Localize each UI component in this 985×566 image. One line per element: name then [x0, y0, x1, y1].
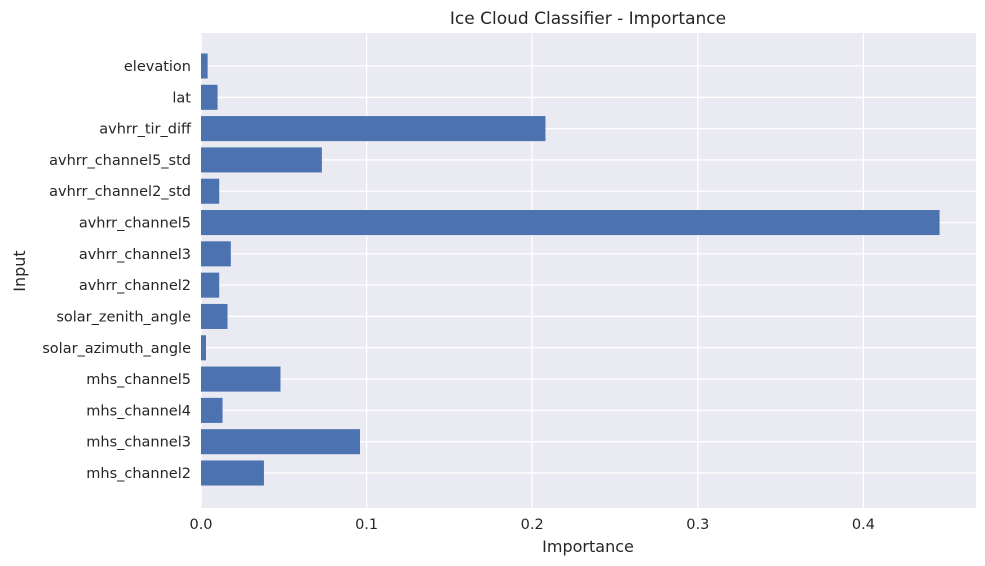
y-tick-label: avhrr_tir_diff: [99, 122, 192, 138]
bars: [201, 53, 940, 486]
x-axis-label: Importance: [542, 537, 634, 556]
bar-lat: [201, 84, 218, 110]
bar-avhrr-channel5: [201, 210, 940, 236]
bar-solar-zenith-angle: [201, 303, 228, 329]
x-tick-label: 0.3: [686, 517, 709, 533]
x-tick-label: 0.4: [852, 517, 875, 533]
y-axis-label: Input: [10, 250, 29, 291]
y-tick-label: avhrr_channel3: [79, 247, 191, 263]
bar-solar-azimuth-angle: [201, 335, 206, 361]
y-tick-label: mhs_channel4: [86, 403, 191, 419]
y-tick-label: elevation: [124, 59, 191, 75]
bar-avhrr-tir-diff: [201, 116, 546, 142]
bar-elevation: [201, 53, 208, 79]
y-tick-label: avhrr_channel2_std: [49, 184, 191, 200]
bar-avhrr-channel2: [201, 272, 220, 298]
bar-mhs-channel3: [201, 429, 360, 455]
x-tick-labels: 0.0 0.1 0.2 0.3 0.4: [189, 517, 874, 533]
y-tick-label: mhs_channel2: [86, 466, 191, 482]
y-tick-labels: mhs_channel2 mhs_channel3 mhs_channel4 mhs_…: [42, 59, 192, 482]
bar-mhs-channel4: [201, 397, 223, 423]
bar-avhrr-channel2-std: [201, 178, 220, 204]
bar-avhrr-channel5-std: [201, 147, 322, 173]
y-tick-label: avhrr_channel2: [79, 278, 191, 294]
y-tick-label: solar_azimuth_angle: [42, 341, 191, 357]
y-tick-label: mhs_channel3: [86, 435, 191, 451]
x-tick-label: 0.0: [189, 517, 212, 533]
bar-avhrr-channel3: [201, 241, 231, 267]
y-tick-label: solar_zenith_angle: [56, 309, 191, 325]
y-tick-label: avhrr_channel5_std: [49, 153, 191, 169]
x-tick-label: 0.1: [355, 517, 378, 533]
y-tick-label: avhrr_channel5: [79, 216, 191, 232]
y-tick-label: lat: [172, 90, 191, 106]
bar-mhs-channel5: [201, 366, 281, 392]
x-tick-label: 0.2: [521, 517, 544, 533]
bar-mhs-channel2: [201, 460, 264, 486]
y-tick-label: mhs_channel5: [86, 372, 191, 388]
chart-title: Ice Cloud Classifier - Importance: [450, 9, 726, 29]
plot-background: [201, 33, 976, 508]
x-grid-lines: [200, 33, 865, 508]
